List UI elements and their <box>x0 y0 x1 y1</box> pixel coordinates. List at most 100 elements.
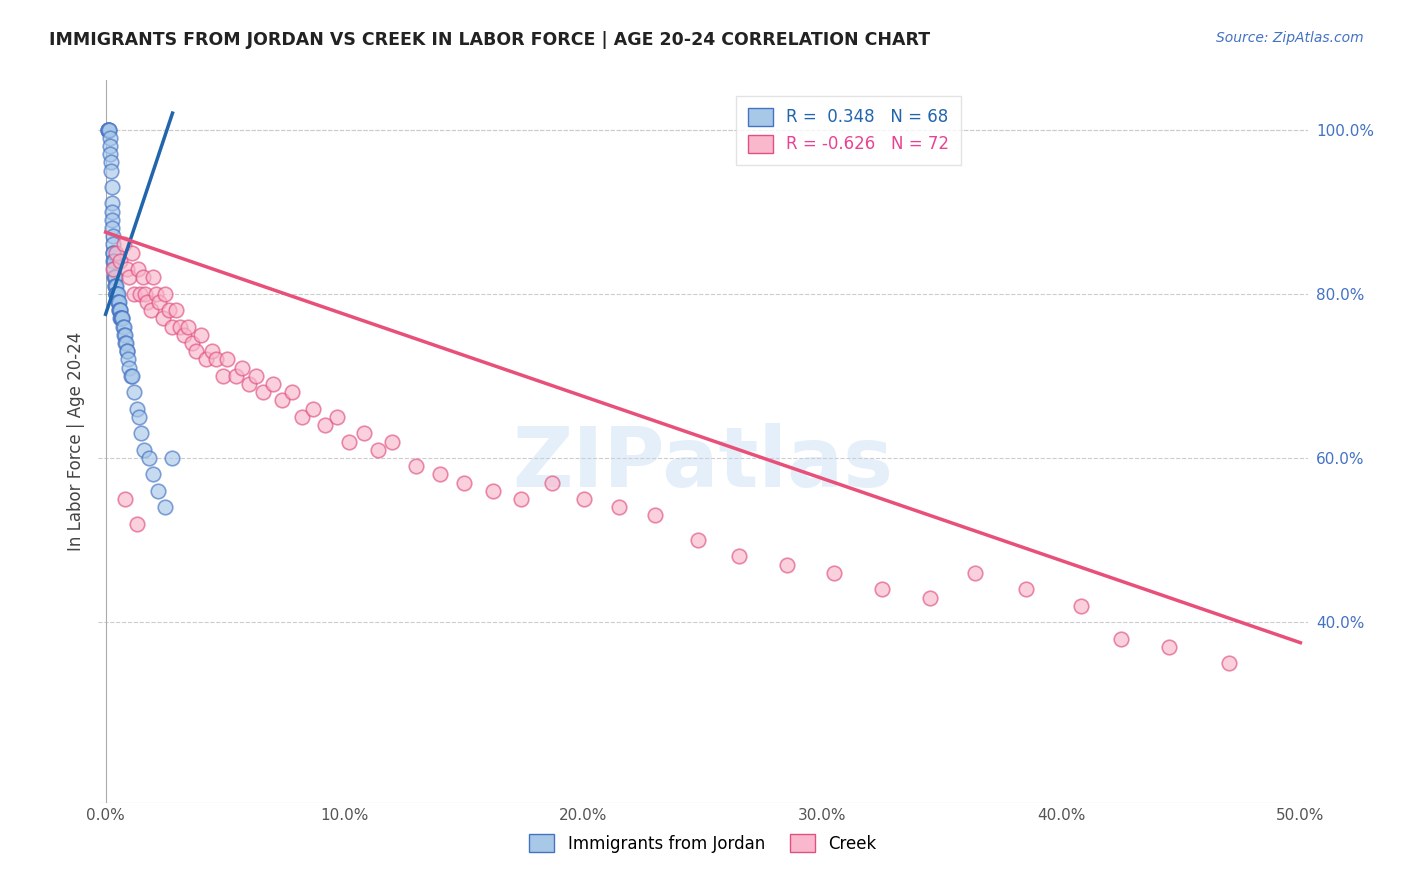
Point <box>870 582 893 597</box>
Point <box>112 327 135 342</box>
Point <box>162 319 184 334</box>
Point <box>122 286 145 301</box>
Point <box>104 286 127 301</box>
Point <box>162 450 184 465</box>
Point <box>107 303 129 318</box>
Point <box>727 549 749 564</box>
Point <box>104 270 127 285</box>
Point <box>96 122 118 136</box>
Point <box>1070 599 1092 613</box>
Point <box>107 295 129 310</box>
Point <box>173 327 195 342</box>
Point <box>125 516 148 531</box>
Point <box>114 327 136 342</box>
Point <box>180 336 202 351</box>
Point <box>918 591 941 605</box>
Point <box>157 303 180 318</box>
Point <box>100 204 122 219</box>
Point <box>104 278 127 293</box>
Point <box>115 344 138 359</box>
Point <box>103 270 125 285</box>
Point <box>314 418 336 433</box>
Point <box>105 286 128 301</box>
Point <box>142 467 165 482</box>
Point <box>252 385 274 400</box>
Point <box>644 508 666 523</box>
Point <box>177 319 200 334</box>
Point <box>541 475 564 490</box>
Point <box>201 344 224 359</box>
Point <box>238 377 260 392</box>
Point <box>111 319 134 334</box>
Point <box>823 566 845 580</box>
Point <box>453 475 475 490</box>
Point <box>100 196 122 211</box>
Point <box>101 245 124 260</box>
Point <box>152 311 174 326</box>
Point <box>142 270 165 285</box>
Point <box>290 409 312 424</box>
Point <box>98 130 121 145</box>
Point <box>103 253 125 268</box>
Point <box>115 344 138 359</box>
Point <box>105 245 128 260</box>
Point <box>1157 640 1180 654</box>
Point <box>97 122 120 136</box>
Point <box>104 270 127 285</box>
Point <box>105 286 128 301</box>
Point <box>98 122 121 136</box>
Point <box>262 377 284 392</box>
Point <box>104 278 127 293</box>
Point <box>115 262 138 277</box>
Point <box>101 262 124 277</box>
Point <box>217 352 239 367</box>
Text: ZIPatlas: ZIPatlas <box>513 423 893 504</box>
Point <box>131 426 153 441</box>
Point <box>134 286 156 301</box>
Point <box>103 262 125 277</box>
Point <box>104 286 127 301</box>
Point <box>98 139 121 153</box>
Point <box>1014 582 1036 597</box>
Point <box>572 491 595 506</box>
Point <box>101 221 124 235</box>
Point <box>204 352 226 367</box>
Legend: Immigrants from Jordan, Creek: Immigrants from Jordan, Creek <box>523 828 883 860</box>
Point <box>108 253 131 268</box>
Point <box>1109 632 1132 646</box>
Point <box>353 426 375 441</box>
Point <box>965 566 987 580</box>
Point <box>190 327 212 342</box>
Point <box>609 500 631 515</box>
Point <box>245 368 267 383</box>
Point <box>211 368 233 383</box>
Point <box>98 147 121 161</box>
Y-axis label: In Labor Force | Age 20-24: In Labor Force | Age 20-24 <box>66 332 84 551</box>
Point <box>101 229 124 244</box>
Point <box>302 401 325 416</box>
Point <box>155 286 177 301</box>
Point <box>271 393 294 408</box>
Point <box>225 368 247 383</box>
Point <box>429 467 451 482</box>
Point <box>186 344 208 359</box>
Point <box>110 311 132 326</box>
Point <box>146 483 169 498</box>
Point <box>118 360 141 375</box>
Point <box>120 368 142 383</box>
Point <box>108 303 131 318</box>
Point <box>111 311 134 326</box>
Point <box>775 558 797 572</box>
Point <box>107 295 129 310</box>
Point <box>103 253 125 268</box>
Point <box>367 442 389 457</box>
Point <box>326 409 349 424</box>
Point <box>148 295 170 310</box>
Text: Source: ZipAtlas.com: Source: ZipAtlas.com <box>1216 31 1364 45</box>
Point <box>112 237 135 252</box>
Point <box>136 295 159 310</box>
Point <box>281 385 304 400</box>
Point <box>121 368 143 383</box>
Point <box>155 500 177 515</box>
Point <box>97 122 120 136</box>
